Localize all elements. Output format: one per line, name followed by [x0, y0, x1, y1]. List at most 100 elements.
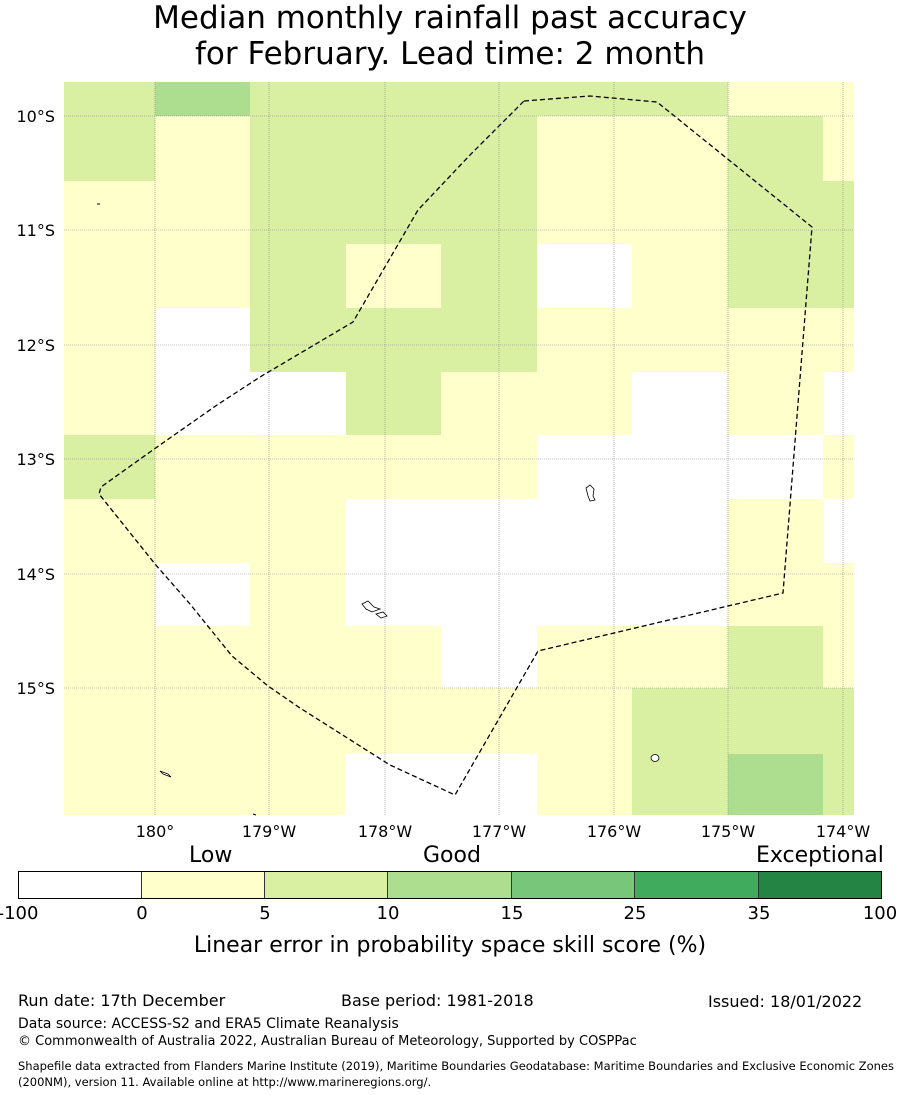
grid-cell — [823, 244, 854, 308]
colorbar-segment — [142, 871, 265, 899]
grid-cell — [155, 688, 250, 754]
grid-cell — [441, 372, 537, 435]
colorbar — [18, 871, 882, 899]
grid-cell — [441, 754, 537, 815]
lat-label: 11°S — [16, 221, 55, 240]
grid-cell — [537, 435, 632, 499]
grid-cell — [155, 116, 250, 181]
grid-cell — [632, 372, 728, 435]
grid-cell — [250, 244, 346, 308]
run-date: Run date: 17th December — [18, 991, 226, 1010]
grid-cell — [728, 688, 823, 754]
grid-cell — [250, 688, 346, 754]
grid-cell — [632, 499, 728, 563]
grid-cell — [537, 372, 632, 435]
grid-cell — [537, 181, 632, 244]
grid-cell — [537, 116, 632, 181]
grid-cell — [64, 435, 155, 499]
grid-cell — [346, 116, 441, 181]
grid-cell — [155, 181, 250, 244]
grid-cell — [64, 499, 155, 563]
island-outline — [375, 611, 388, 619]
grid-cell — [441, 435, 537, 499]
grid-cell — [537, 499, 632, 563]
grid-cell — [346, 181, 441, 244]
grid-cell — [632, 244, 728, 308]
colorbar-tick: 15 — [500, 903, 524, 924]
island-outline — [585, 484, 596, 502]
title-line-1: Median monthly rainfall past accuracy — [153, 0, 747, 36]
grid-cell — [441, 181, 537, 244]
island-outline — [159, 770, 172, 778]
skill-grid — [64, 82, 854, 815]
grid-cell — [537, 563, 632, 626]
grid-cell — [250, 754, 346, 815]
category-good: Good — [423, 843, 481, 868]
grid-cell — [64, 372, 155, 435]
grid-cell — [64, 688, 155, 754]
grid-cell — [441, 626, 537, 688]
lat-label: 15°S — [16, 679, 55, 698]
lon-label: 175°W — [701, 822, 756, 841]
island-outline — [650, 754, 660, 762]
category-exceptional: Exceptional — [756, 843, 884, 868]
grid-cell — [441, 244, 537, 308]
grid-cell — [632, 435, 728, 499]
grid-cell — [632, 688, 728, 754]
grid-cell — [441, 82, 537, 116]
grid-cell — [155, 754, 250, 815]
eez-boundary — [98, 95, 813, 796]
colorbar-title: Linear error in probability space skill … — [193, 933, 707, 958]
grid-cell — [728, 754, 823, 815]
grid-cell — [728, 82, 823, 116]
colorbar-tick: 100 — [862, 903, 898, 924]
grid-cell — [823, 688, 854, 754]
grid-cell — [537, 244, 632, 308]
grid-cell — [728, 181, 823, 244]
grid-cell — [823, 435, 854, 499]
shapefile-credit: Shapefile data extracted from Flanders M… — [18, 1059, 894, 1089]
grid-cell — [250, 499, 346, 563]
grid-cell — [64, 82, 155, 116]
grid-cell — [64, 244, 155, 308]
grid-cell — [250, 563, 346, 626]
grid-cell — [823, 372, 854, 435]
grid-cell — [155, 499, 250, 563]
grid-cell — [250, 435, 346, 499]
grid-cell — [346, 499, 441, 563]
island-outline — [252, 813, 257, 816]
grid-cell — [728, 499, 823, 563]
grid-cell — [632, 308, 728, 372]
grid-cell — [250, 308, 346, 372]
longitude-labels: 180° 179°W 178°W 177°W 176°W 175°W 174°W — [136, 822, 871, 841]
grid-cell — [346, 435, 441, 499]
category-low: Low — [189, 843, 233, 868]
copyright: © Commonwealth of Australia 2022, Austra… — [18, 1034, 637, 1049]
lat-label: 13°S — [16, 450, 55, 469]
lon-label: 177°W — [472, 822, 527, 841]
grid-cell — [346, 563, 441, 626]
grid-cell — [250, 626, 346, 688]
grid-cell — [823, 82, 854, 116]
grid-cell — [537, 688, 632, 754]
grid-cell — [250, 82, 346, 116]
grid-cell — [155, 82, 250, 116]
grid-cell — [632, 116, 728, 181]
base-period: Base period: 1981-2018 — [341, 991, 534, 1010]
lon-label: 178°W — [358, 822, 413, 841]
grid-cell — [441, 499, 537, 563]
grid-cell — [728, 626, 823, 688]
grid-cell — [441, 563, 537, 626]
grid-cell — [537, 626, 632, 688]
grid-cell — [441, 688, 537, 754]
grid-cell — [632, 82, 728, 116]
grid-cell — [728, 116, 823, 181]
colorbar-segment — [759, 871, 882, 899]
colorbar-tick: 25 — [623, 903, 647, 924]
colorbar-segment — [512, 871, 635, 899]
map: 10°S 11°S 12°S 13°S 14°S 15°S 180° 179°W… — [16, 82, 871, 841]
grid-cell — [155, 372, 250, 435]
colorbar-segment — [18, 871, 142, 899]
lat-label: 10°S — [16, 107, 55, 126]
grid-cell — [155, 308, 250, 372]
